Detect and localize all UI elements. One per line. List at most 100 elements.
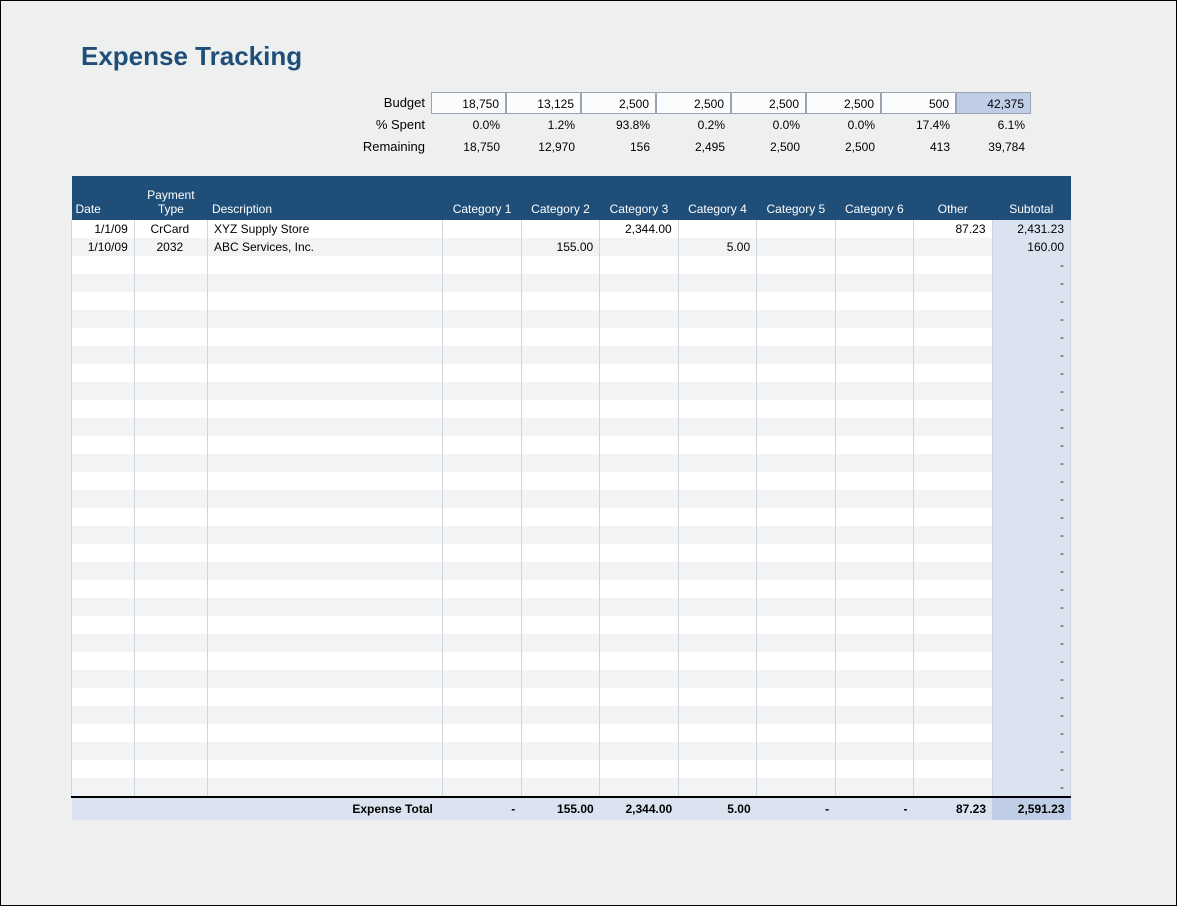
cell-empty[interactable] xyxy=(207,364,442,382)
cell-cat3[interactable]: 2,344.00 xyxy=(600,220,678,238)
cell-empty[interactable] xyxy=(600,598,678,616)
cell-empty[interactable] xyxy=(134,454,207,472)
cell-empty[interactable] xyxy=(835,400,913,418)
cell-empty[interactable] xyxy=(134,310,207,328)
cell-empty[interactable] xyxy=(72,328,135,346)
cell-cat6[interactable] xyxy=(835,238,913,256)
cell-empty[interactable] xyxy=(757,346,835,364)
cell-empty[interactable] xyxy=(835,598,913,616)
cell-empty[interactable] xyxy=(835,418,913,436)
cell-empty[interactable] xyxy=(678,346,756,364)
cell-empty[interactable] xyxy=(678,454,756,472)
cell-empty[interactable] xyxy=(678,508,756,526)
cell-empty[interactable] xyxy=(835,490,913,508)
cell-empty[interactable] xyxy=(134,580,207,598)
cell-empty[interactable] xyxy=(134,778,207,797)
cell-empty[interactable] xyxy=(600,490,678,508)
col-date[interactable]: Date xyxy=(72,176,135,220)
cell-cat4[interactable]: 5.00 xyxy=(678,238,756,256)
cell-date[interactable]: 1/10/09 xyxy=(72,238,135,256)
cell-empty[interactable] xyxy=(72,346,135,364)
cell-empty[interactable] xyxy=(443,670,521,688)
cell-empty[interactable] xyxy=(207,328,442,346)
cell-empty[interactable] xyxy=(134,688,207,706)
cell-empty[interactable] xyxy=(678,364,756,382)
cell-empty[interactable] xyxy=(134,706,207,724)
cell-payment-type[interactable]: CrCard xyxy=(134,220,207,238)
cell-empty[interactable] xyxy=(914,454,992,472)
cell-empty[interactable] xyxy=(757,454,835,472)
col-cat6[interactable]: Category 6 xyxy=(835,176,913,220)
cell-empty[interactable] xyxy=(443,508,521,526)
cell-empty[interactable] xyxy=(757,382,835,400)
cell-cat3[interactable] xyxy=(600,238,678,256)
cell-empty[interactable] xyxy=(600,508,678,526)
cell-empty[interactable] xyxy=(521,544,599,562)
cell-empty[interactable] xyxy=(134,274,207,292)
cell-empty[interactable] xyxy=(835,562,913,580)
cell-empty[interactable] xyxy=(207,274,442,292)
cell-empty[interactable] xyxy=(914,544,992,562)
cell-empty[interactable] xyxy=(600,274,678,292)
cell-empty[interactable] xyxy=(835,760,913,778)
cell-empty[interactable] xyxy=(678,526,756,544)
cell-empty[interactable] xyxy=(72,706,135,724)
cell-empty[interactable] xyxy=(835,364,913,382)
cell-empty[interactable] xyxy=(134,526,207,544)
cell-empty[interactable] xyxy=(835,454,913,472)
cell-empty[interactable] xyxy=(914,490,992,508)
cell-empty[interactable] xyxy=(600,418,678,436)
cell-empty[interactable] xyxy=(521,670,599,688)
cell-empty[interactable] xyxy=(207,598,442,616)
cell-empty[interactable] xyxy=(443,760,521,778)
cell-empty[interactable] xyxy=(600,328,678,346)
cell-empty[interactable] xyxy=(134,364,207,382)
cell-empty[interactable] xyxy=(600,472,678,490)
cell-empty[interactable] xyxy=(443,742,521,760)
cell-empty[interactable] xyxy=(521,472,599,490)
cell-empty[interactable] xyxy=(835,256,913,274)
cell-empty[interactable] xyxy=(72,724,135,742)
cell-empty[interactable] xyxy=(72,688,135,706)
cell-empty[interactable] xyxy=(600,652,678,670)
cell-empty[interactable] xyxy=(600,688,678,706)
cell-cat2[interactable] xyxy=(521,220,599,238)
cell-empty[interactable] xyxy=(72,418,135,436)
cell-empty[interactable] xyxy=(521,634,599,652)
cell-empty[interactable] xyxy=(835,616,913,634)
cell-empty[interactable] xyxy=(443,616,521,634)
cell-empty[interactable] xyxy=(757,778,835,797)
cell-empty[interactable] xyxy=(134,508,207,526)
cell-empty[interactable] xyxy=(72,274,135,292)
cell-empty[interactable] xyxy=(757,760,835,778)
cell-empty[interactable] xyxy=(521,418,599,436)
cell-empty[interactable] xyxy=(207,436,442,454)
cell-empty[interactable] xyxy=(443,544,521,562)
cell-empty[interactable] xyxy=(757,472,835,490)
cell-empty[interactable] xyxy=(914,292,992,310)
cell-empty[interactable] xyxy=(207,580,442,598)
cell-empty[interactable] xyxy=(72,526,135,544)
cell-empty[interactable] xyxy=(443,724,521,742)
cell-description[interactable]: XYZ Supply Store xyxy=(207,220,442,238)
cell-empty[interactable] xyxy=(914,742,992,760)
cell-empty[interactable] xyxy=(72,598,135,616)
cell-empty[interactable] xyxy=(521,346,599,364)
cell-empty[interactable] xyxy=(207,724,442,742)
cell-empty[interactable] xyxy=(443,436,521,454)
cell-empty[interactable] xyxy=(134,256,207,274)
cell-empty[interactable] xyxy=(72,454,135,472)
cell-empty[interactable] xyxy=(72,436,135,454)
cell-empty[interactable] xyxy=(914,418,992,436)
cell-empty[interactable] xyxy=(678,400,756,418)
cell-empty[interactable] xyxy=(678,310,756,328)
cell-empty[interactable] xyxy=(600,544,678,562)
col-cat3[interactable]: Category 3 xyxy=(600,176,678,220)
cell-empty[interactable] xyxy=(835,652,913,670)
cell-empty[interactable] xyxy=(678,382,756,400)
cell-empty[interactable] xyxy=(835,580,913,598)
cell-empty[interactable] xyxy=(914,760,992,778)
cell-empty[interactable] xyxy=(521,292,599,310)
cell-empty[interactable] xyxy=(72,544,135,562)
cell-subtotal[interactable]: 2,431.23 xyxy=(992,220,1071,238)
